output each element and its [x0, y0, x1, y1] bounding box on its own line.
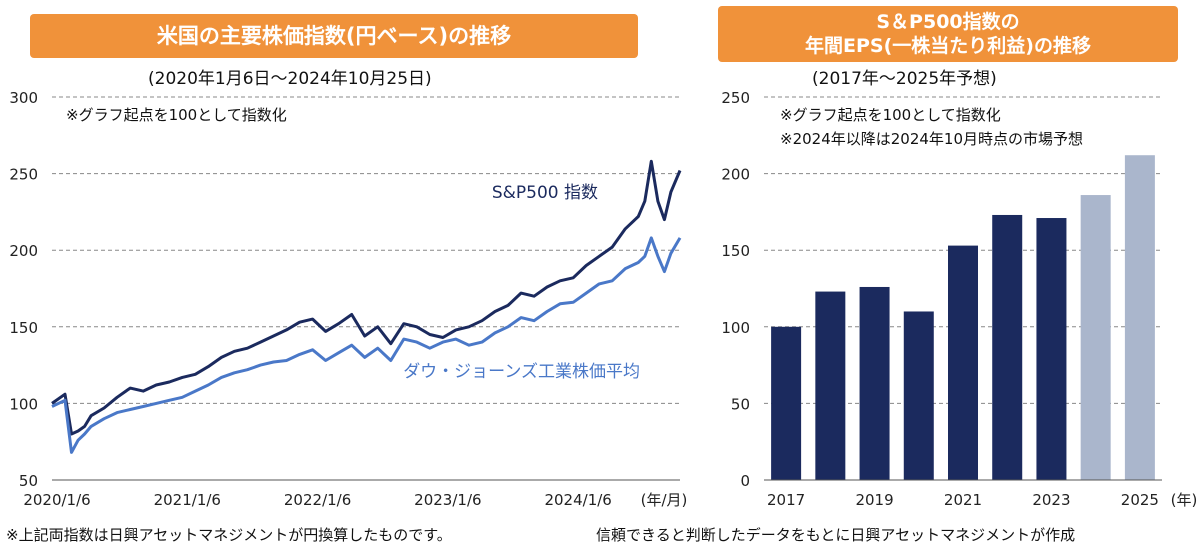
eps-bar-2022	[992, 214, 1023, 481]
eps-bar-2023	[1036, 218, 1067, 480]
left-y-tick-label: 50	[19, 472, 38, 490]
left-chart-subtitle: (2020年1月6日～2024年10月25日)	[148, 69, 432, 89]
left-x-tick-label: 2024/1/6	[544, 491, 611, 509]
right-y-tick-label: 0	[740, 472, 750, 490]
left-y-tick-label: 300	[9, 89, 38, 107]
legend-label-sp500: S&P500 指数	[492, 183, 598, 203]
right-x-tick-label: 2021	[944, 491, 982, 509]
right-y-tick-label: 250	[721, 89, 750, 107]
right-x-tick-label: 2019	[855, 491, 893, 509]
eps-bar-2017	[771, 326, 802, 480]
left-chart-note: ※グラフ起点を100として指数化	[66, 106, 287, 124]
eps-bar-2021	[948, 245, 978, 480]
legend-label-dow: ダウ・ジョーンズ工業株価平均	[403, 362, 640, 382]
left-x-unit-label: (年/月)	[641, 491, 688, 509]
eps-bar-2024	[1080, 195, 1111, 480]
right-chart-note-2: ※2024年以降は2024年10月時点の市場予想	[780, 130, 1084, 148]
right-x-tick-label: 2023	[1032, 491, 1070, 509]
eps-bar-2019	[859, 286, 890, 480]
series-line-sp500	[51, 159, 682, 436]
right-y-tick-label: 100	[721, 319, 750, 337]
right-chart-title: S＆P500指数の 年間EPS(一株当たり利益)の推移	[718, 6, 1178, 62]
right-x-unit-label: (年)	[1171, 491, 1198, 509]
right-y-tick-label: 150	[721, 242, 750, 260]
right-y-tick-label: 200	[721, 166, 750, 184]
right-title-line1: S＆P500指数の	[876, 11, 1020, 33]
left-y-tick-label: 250	[9, 166, 38, 184]
left-y-tick-label: 200	[9, 242, 38, 260]
left-x-tick-label: 2020/1/6	[23, 491, 90, 509]
left-x-tick-label: 2023/1/6	[414, 491, 481, 509]
right-x-tick-label: 2017	[767, 491, 805, 509]
left-chart-title: 米国の主要株価指数(円ベース)の推移	[30, 14, 638, 58]
eps-bar-2018	[815, 291, 846, 480]
eps-bar-2025	[1124, 155, 1155, 480]
right-x-tick-label: 2025	[1121, 491, 1159, 509]
left-y-tick-label: 150	[9, 319, 38, 337]
left-x-tick-label: 2022/1/6	[284, 491, 351, 509]
left-y-tick-label: 100	[9, 395, 38, 413]
left-x-tick-label: 2021/1/6	[154, 491, 221, 509]
right-chart-note-1: ※グラフ起点を100として指数化	[780, 106, 1001, 124]
footer-source: 信頼できると判断したデータをもとに日興アセットマネジメントが作成	[596, 526, 1076, 544]
right-title-line2: 年間EPS(一株当たり利益)の推移	[805, 35, 1091, 57]
right-chart-subtitle: (2017年～2025年予想)	[812, 69, 997, 89]
footer-note: ※上記両指数は日興アセットマネジメントが円換算したものです。	[6, 526, 452, 544]
series-line-dow	[51, 236, 682, 454]
eps-bar-2020	[903, 311, 934, 480]
right-y-tick-label: 50	[731, 395, 750, 413]
